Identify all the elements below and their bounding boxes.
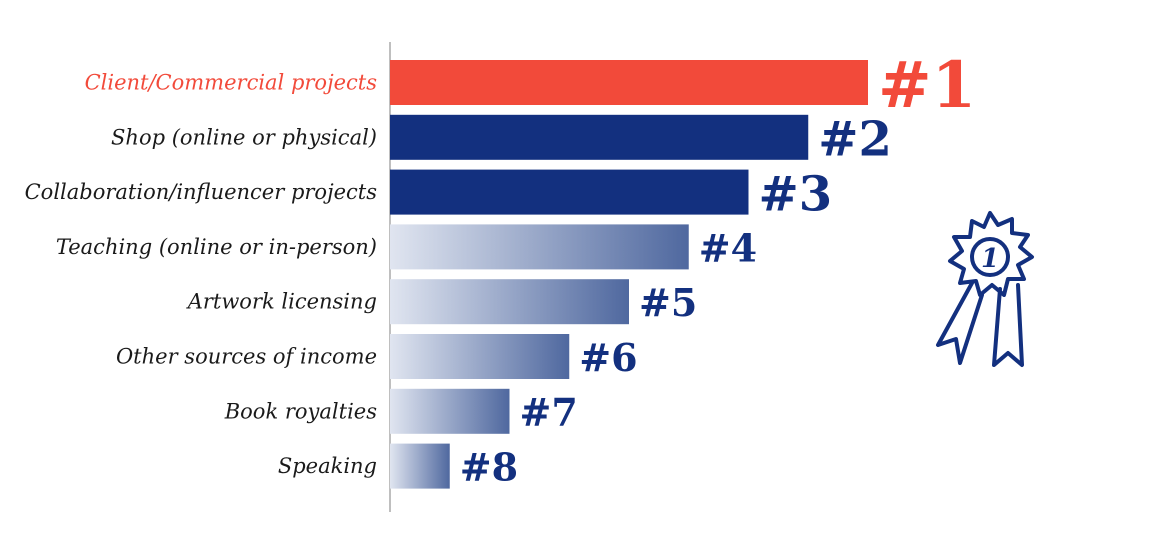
rank-labels-group: #1#2#3#4#5#6#7#8 xyxy=(460,48,976,490)
bar-1 xyxy=(390,60,868,105)
category-label: Book royalties xyxy=(224,399,377,423)
category-label: Collaboration/influencer projects xyxy=(25,180,378,204)
category-label: Teaching (online or in-person) xyxy=(56,235,377,259)
category-label: Client/Commercial projects xyxy=(85,71,378,95)
category-label: Shop (online or physical) xyxy=(111,125,377,149)
rank-label: #3 xyxy=(759,166,833,222)
category-label: Other sources of income xyxy=(116,345,377,369)
bar-7 xyxy=(390,388,510,434)
bar-4 xyxy=(390,224,689,270)
bar-8 xyxy=(390,443,450,489)
rank-label: #4 xyxy=(699,225,757,270)
rank-label: #1 xyxy=(878,48,976,123)
category-label: Speaking xyxy=(278,454,377,478)
badge-number: 1 xyxy=(981,244,999,274)
bar-3 xyxy=(390,169,749,215)
bar-5 xyxy=(390,279,629,325)
rank-label: #5 xyxy=(639,280,697,325)
rank-label: #2 xyxy=(818,112,892,168)
bars-group xyxy=(390,60,868,489)
first-place-ribbon-icon: 1 xyxy=(936,211,1034,367)
category-labels-group: Client/Commercial projects Shop (online o… xyxy=(25,71,378,479)
bar-2 xyxy=(390,114,809,160)
bar-6 xyxy=(390,334,570,379)
rank-label: #8 xyxy=(460,445,518,490)
category-label: Artwork licensing xyxy=(186,290,377,314)
rank-label: #7 xyxy=(520,390,578,435)
rank-label: #6 xyxy=(579,335,637,380)
